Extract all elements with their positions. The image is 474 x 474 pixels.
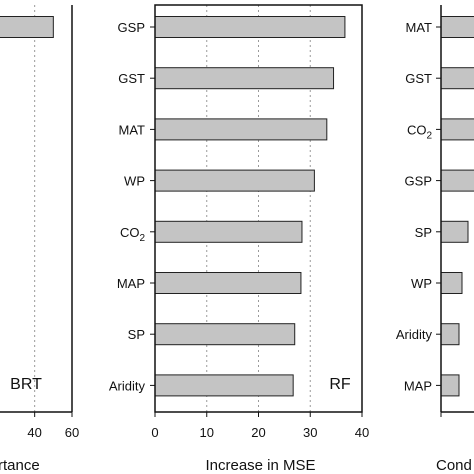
- bar-rf-mat: [154, 118, 328, 141]
- category-label-main: SP: [128, 327, 145, 342]
- category-label-subscript: 2: [426, 130, 432, 141]
- bar-rf-wp: [154, 169, 315, 192]
- bar-cond-map: [440, 374, 460, 397]
- category-label-main: MAT: [119, 122, 146, 137]
- category-label-main: MAT: [406, 20, 433, 35]
- category-label-cond: GSP: [405, 174, 432, 189]
- category-label-rf: MAT: [119, 122, 146, 137]
- x-tick-label-rf: 10: [200, 425, 214, 440]
- bar-rf-sp: [154, 323, 296, 346]
- bar-rf-map: [154, 272, 302, 294]
- category-label-cond: CO2: [407, 122, 433, 141]
- category-label-cond: WP: [411, 276, 432, 291]
- bar-rf-gsp: [154, 16, 346, 38]
- category-label-main: GST: [405, 71, 432, 86]
- x-tick-label-rf: 30: [303, 425, 317, 440]
- category-label-main: SP: [415, 225, 432, 240]
- category-label-rf: WP: [124, 174, 145, 189]
- bar-cond-mat: [440, 16, 474, 38]
- x-tick-label-rf: 20: [251, 425, 265, 440]
- category-label-main: GST: [118, 71, 145, 86]
- category-label-main: WP: [411, 276, 432, 291]
- category-label-main: CO: [120, 225, 140, 240]
- bar-cond-co2: [440, 118, 474, 141]
- category-label-main: Aridity: [396, 327, 433, 342]
- category-label-main: CO: [407, 122, 427, 137]
- bar-rf-co2: [154, 220, 303, 243]
- category-label-main: MAP: [404, 378, 432, 393]
- category-label-cond: MAT: [406, 20, 433, 35]
- bar-rf-gst: [154, 67, 335, 90]
- category-label-cond: SP: [415, 225, 432, 240]
- category-label-rf: SP: [128, 327, 145, 342]
- bar-rf-aridity: [154, 374, 294, 397]
- category-label-main: MAP: [117, 276, 145, 291]
- x-tick-label-brt: 40: [27, 425, 41, 440]
- x-axis-title-brt: rtance: [0, 457, 40, 474]
- category-label-main: GSP: [405, 174, 432, 189]
- x-tick-label-rf: 0: [151, 425, 158, 440]
- bar-brt-0: [0, 16, 54, 38]
- bar-cond-gsp: [440, 169, 474, 192]
- bar-cond-sp: [440, 220, 469, 243]
- x-axis-title-rf: Increase in MSE: [205, 457, 315, 474]
- category-label-cond: GST: [405, 71, 432, 86]
- category-label-rf: GSP: [118, 20, 145, 35]
- category-label-rf: GST: [118, 71, 145, 86]
- category-label-rf: Aridity: [109, 378, 146, 393]
- x-axis-title-cond: Cond: [436, 457, 472, 474]
- x-tick-label-brt: 60: [65, 425, 79, 440]
- category-label-rf: CO2: [120, 225, 146, 244]
- x-tick-label-rf: 40: [355, 425, 369, 440]
- category-label-cond: Aridity: [396, 327, 433, 342]
- bar-cond-aridity: [440, 323, 460, 346]
- category-label-main: WP: [124, 174, 145, 189]
- category-label-main: Aridity: [109, 378, 146, 393]
- panel-label-rf: RF: [329, 376, 351, 393]
- bar-cond-wp: [440, 272, 463, 294]
- category-label-main: GSP: [118, 20, 145, 35]
- bar-cond-gst: [440, 67, 474, 90]
- category-label-subscript: 2: [139, 233, 145, 244]
- category-label-rf: MAP: [117, 276, 145, 291]
- panel-label-brt: BRT: [10, 376, 42, 393]
- category-label-cond: MAP: [404, 378, 432, 393]
